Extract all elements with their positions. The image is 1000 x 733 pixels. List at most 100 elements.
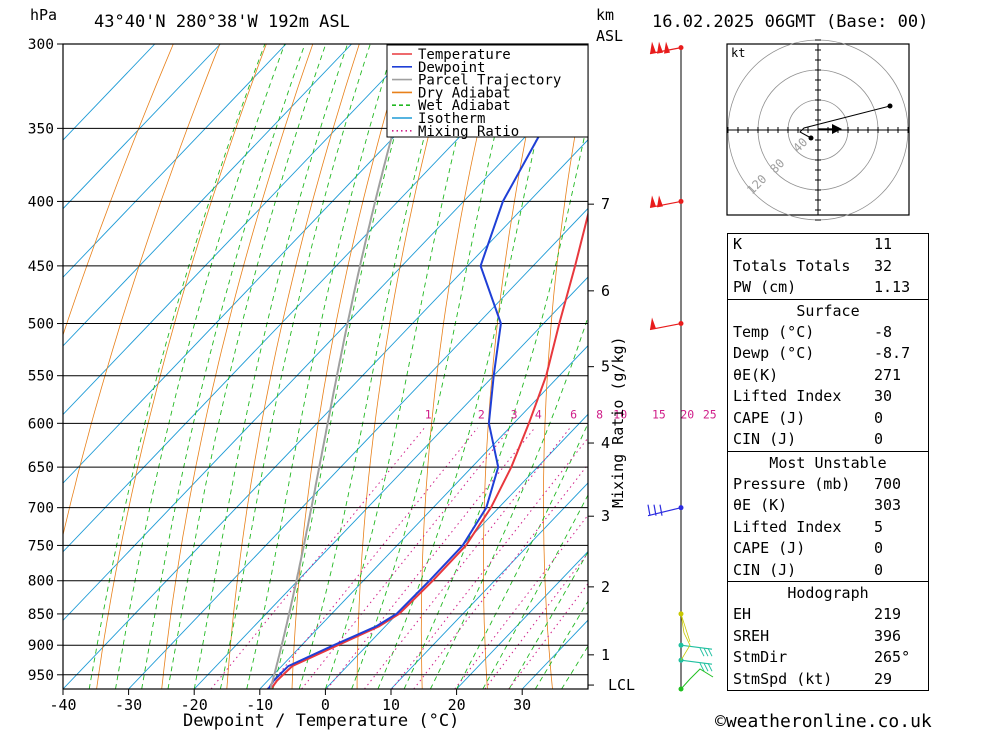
legend-entry: Dewpoint — [418, 60, 485, 76]
mixing-ratio-label: 25 — [703, 407, 717, 421]
hodograph-point — [887, 103, 893, 109]
mixing-ratio-label: 6 — [570, 407, 577, 421]
mixing-ratio-label: 20 — [680, 407, 694, 421]
pressure-tick-label: 900 — [28, 638, 54, 654]
isotherm-line — [63, 44, 418, 416]
index-value: 32 — [874, 256, 893, 275]
most-unstable-section-title: Most Unstable — [728, 450, 928, 474]
dry-adiabat-line — [543, 61, 588, 689]
dry-adiabat-line — [63, 44, 174, 337]
dry-adiabat-line — [161, 44, 314, 689]
isotherm-line — [63, 44, 287, 278]
temperature-tick-label: -30 — [115, 696, 142, 714]
wet-adiabat-line — [456, 422, 588, 689]
index-label: Lifted Index — [733, 387, 842, 405]
legend-entry: Dry Adiabat — [418, 85, 511, 101]
pressure-tick-label: 950 — [28, 668, 54, 684]
isotherm-line — [128, 207, 588, 689]
dry-adiabat-line — [482, 44, 546, 689]
isotherm-line — [63, 44, 156, 141]
index-label: Temp (°C) — [733, 322, 815, 341]
isotherm-line — [63, 139, 588, 689]
dewpoint-trace — [267, 44, 588, 689]
isotherm-line — [63, 44, 221, 210]
pressure-tick-label: 300 — [28, 37, 54, 53]
height-tick-label: 4 — [601, 434, 610, 452]
legend-box — [386, 44, 589, 138]
index-row: θE (K) 303 — [728, 495, 928, 517]
temperature-tick-label: 10 — [382, 696, 400, 714]
index-label: Pressure (mb) — [733, 474, 851, 493]
wind-barb — [649, 195, 684, 209]
wind-barb — [649, 317, 684, 331]
legend-entry: Isotherm — [418, 111, 485, 127]
wind-barb — [649, 41, 684, 55]
pressure-tick-label: 750 — [28, 538, 54, 554]
dry-adiabat-line — [964, 44, 1000, 689]
temperature-tick-label: 20 — [448, 696, 466, 714]
index-label: θE(K) — [733, 365, 779, 384]
index-row: θE(K) 271 — [728, 365, 928, 387]
wet-adiabat-line — [88, 44, 266, 689]
isotherm-line — [390, 482, 588, 689]
wet-adiabat-line — [324, 44, 482, 689]
height-unit-label: km — [596, 6, 615, 24]
index-row: CIN (J) 0 — [728, 429, 928, 451]
index-row: PW (cm) 1.13 — [728, 277, 928, 299]
dry-adiabat-line — [63, 44, 221, 537]
index-value: 5 — [874, 517, 884, 536]
wind-barb — [678, 642, 713, 657]
wet-adiabat-line — [482, 494, 588, 689]
pressure-tick-label: 700 — [28, 501, 54, 517]
wet-adiabat-line — [429, 315, 588, 689]
mixing-ratio-line — [413, 463, 588, 689]
index-label: CAPE (J) — [733, 408, 806, 427]
index-value: 0 — [874, 430, 884, 448]
datetime-title: 16.02.2025 06GMT (Base: 00) — [652, 12, 929, 32]
index-row: StmDir 265° — [728, 647, 928, 669]
isotherm-line — [63, 44, 549, 553]
index-row: Totals Totals 32 — [728, 256, 928, 278]
mixing-ratio-label: 3 — [511, 407, 518, 421]
dry-adiabat-line — [96, 44, 267, 689]
index-value: 0 — [874, 408, 884, 427]
index-row: CAPE (J) 0 — [728, 538, 928, 560]
wet-adiabat-line — [141, 44, 306, 689]
wet-adiabat-line — [298, 44, 450, 689]
height-tick-label: 2 — [601, 578, 610, 596]
pressure-tick-label: 350 — [28, 121, 54, 137]
index-value: 30 — [874, 387, 893, 405]
temperature-tick-label: 0 — [321, 696, 330, 714]
index-value: 0 — [874, 560, 884, 579]
index-label: StmDir — [733, 648, 788, 666]
credit-text: ©weatheronline.co.uk — [715, 711, 932, 732]
legend-entry: Mixing Ratio — [418, 124, 519, 140]
temperature-tick-label: 30 — [513, 696, 531, 714]
index-row: StmSpd (kt) 29 — [728, 669, 928, 691]
temperature-tick-label: -40 — [49, 696, 76, 714]
index-label: Lifted Index — [733, 517, 842, 536]
index-row: Lifted Index 5 — [728, 517, 928, 539]
wind-barb — [647, 504, 684, 517]
height-tick-label: 5 — [601, 358, 610, 376]
hodograph-unit: kt — [731, 46, 746, 60]
isotherm-line — [456, 550, 588, 689]
index-label: K — [733, 235, 743, 253]
pressure-tick-label: 650 — [28, 460, 54, 476]
height-tick-label: 7 — [601, 195, 610, 213]
isotherm-line — [259, 345, 588, 689]
plot-frame — [62, 43, 589, 690]
index-label: θE (K) — [733, 496, 788, 514]
index-label: CAPE (J) — [733, 539, 806, 557]
indices-panel: K 11 Totals Totals 32 PW (cm) 1.13 Surface Te… — [727, 233, 929, 691]
mixing-ratio-label: 2 — [478, 407, 485, 421]
mixing-ratio-line — [301, 427, 511, 689]
mixing-ratio-line — [266, 427, 478, 689]
wet-adiabat-line — [193, 44, 348, 689]
mixing-ratio-label: 15 — [652, 407, 666, 421]
index-label: SREH — [733, 626, 770, 645]
index-row: K 11 — [728, 234, 928, 256]
mixing-ratio-label: 8 — [596, 407, 603, 421]
dry-adiabat-line — [420, 44, 500, 689]
